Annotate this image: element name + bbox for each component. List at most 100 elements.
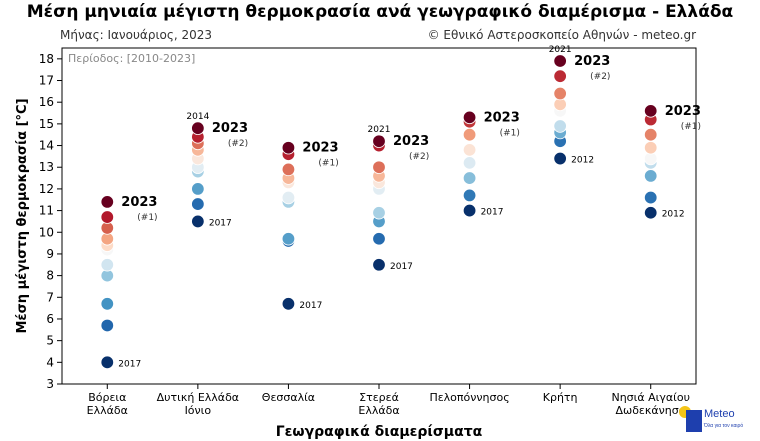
data-point — [462, 128, 477, 142]
data-point — [100, 210, 114, 224]
y-tick-label: 4 — [46, 355, 54, 369]
x-tick-label: Ελλάδα — [87, 404, 128, 417]
credit-label: © Εθνικό Αστεροσκοπείο Αθηνών - meteo.gr — [427, 28, 696, 42]
data-point — [191, 214, 205, 229]
y-tick-label: 12 — [39, 182, 54, 196]
data-point — [281, 232, 296, 246]
logo-tagline: Όλα για τον καιρό — [704, 423, 744, 429]
data-point — [372, 206, 386, 220]
data-point — [644, 104, 658, 118]
y-tick-label: 5 — [46, 334, 54, 348]
x-tick-label: Θεσσαλία — [262, 391, 315, 404]
x-tick-label: Δυτική Ελλάδα — [157, 391, 239, 404]
y-tick-label: 7 — [46, 290, 54, 304]
data-point — [644, 169, 658, 183]
annotation-low-year: 2017 — [118, 359, 141, 369]
data-point — [553, 86, 567, 101]
data-point — [281, 162, 296, 177]
data-point — [553, 54, 567, 68]
x-tick-label: Ιόνιο — [185, 404, 212, 417]
data-point — [372, 160, 386, 174]
annotation-high-year: 2021 — [368, 125, 391, 135]
data-point — [191, 121, 205, 135]
annotation-rank: (#1) — [318, 159, 338, 169]
data-point — [644, 128, 658, 142]
data-point — [281, 190, 296, 205]
data-point — [191, 182, 205, 196]
logo-name: Meteo — [704, 408, 735, 420]
data-point — [100, 318, 114, 333]
data-point — [191, 197, 205, 211]
annotation-low-year: 2017 — [390, 262, 413, 272]
annotation-2023: 2023 — [574, 54, 610, 69]
annotation-rank: (#1) — [500, 128, 520, 138]
annotation-rank: (#1) — [681, 122, 701, 132]
y-tick-label: 15 — [39, 117, 54, 131]
data-point — [553, 119, 567, 133]
chart-title: Μέση μηνιαία μέγιστη θερμοκρασία ανά γεω… — [26, 2, 734, 22]
data-point — [462, 188, 477, 203]
y-tick-label: 14 — [39, 139, 54, 153]
x-tick-label: Δωδεκάνησα — [615, 404, 686, 417]
data-point — [100, 258, 114, 272]
x-tick-label: Νησιά Αιγαίου — [611, 391, 689, 404]
data-point — [644, 141, 658, 155]
annotation-rank: (#2) — [590, 72, 610, 82]
x-tick-label: Πελοπόννησος — [429, 391, 509, 404]
annotation-2023: 2023 — [121, 195, 157, 210]
data-point — [553, 69, 567, 83]
y-tick-label: 17 — [39, 74, 54, 88]
annotation-2023: 2023 — [393, 134, 429, 149]
y-tick-label: 9 — [46, 247, 54, 261]
x-tick-label: Στερεά — [359, 391, 399, 404]
data-point — [553, 151, 567, 166]
data-point — [372, 258, 386, 272]
annotation-high-year: 2021 — [549, 45, 572, 55]
x-tick-label: Κρήτη — [543, 391, 578, 404]
annotation-low-year: 2017 — [299, 301, 322, 311]
x-axis-label: Γεωγραφικά διαμερίσματα — [276, 424, 483, 440]
y-tick-label: 8 — [46, 269, 54, 283]
annotation-2023: 2023 — [484, 110, 520, 125]
data-point — [462, 143, 477, 157]
y-tick-label: 18 — [39, 52, 54, 66]
annotation-low-year: 2017 — [209, 218, 232, 228]
data-point — [644, 190, 658, 205]
x-tick-label: Βόρεια — [88, 391, 126, 404]
month-label: Μήνας: Ιανουάριος, 2023 — [60, 28, 213, 42]
data-point — [100, 355, 114, 370]
annotation-rank: (#1) — [137, 213, 157, 223]
annotation-2023: 2023 — [665, 104, 701, 119]
annotation-low-year: 2017 — [481, 208, 504, 218]
data-point — [281, 297, 296, 311]
y-tick-label: 16 — [39, 95, 54, 109]
y-tick-label: 6 — [46, 312, 54, 326]
data-point — [372, 232, 386, 246]
annotation-2023: 2023 — [212, 121, 248, 136]
y-tick-label: 11 — [39, 204, 54, 218]
data-point — [100, 195, 114, 209]
data-point — [100, 297, 114, 311]
annotation-high-year: 2014 — [186, 112, 209, 122]
data-point — [372, 134, 386, 148]
data-point — [462, 156, 477, 170]
period-label: Περίοδος: [2010-2023] — [68, 52, 195, 65]
annotation-rank: (#2) — [409, 152, 429, 162]
data-point — [462, 203, 477, 218]
y-tick-label: 13 — [39, 160, 54, 174]
annotation-rank: (#2) — [228, 139, 248, 149]
data-point — [462, 110, 477, 125]
data-point — [281, 141, 296, 155]
meteo-logo: Meteo Όλα για τον καιρό — [679, 404, 754, 438]
m-logo-icon — [686, 410, 702, 432]
data-point — [644, 206, 658, 220]
data-point — [462, 171, 477, 185]
annotation-2023: 2023 — [302, 141, 338, 156]
y-axis-label: Μέση μέγιστη θερμοκρασία [°C] — [15, 98, 30, 333]
annotation-low-year: 2012 — [662, 210, 685, 220]
y-tick-label: 10 — [39, 225, 54, 239]
x-tick-label: Ελλάδα — [358, 404, 399, 417]
annotation-low-year: 2012 — [571, 156, 594, 166]
y-tick-label: 3 — [46, 377, 54, 391]
